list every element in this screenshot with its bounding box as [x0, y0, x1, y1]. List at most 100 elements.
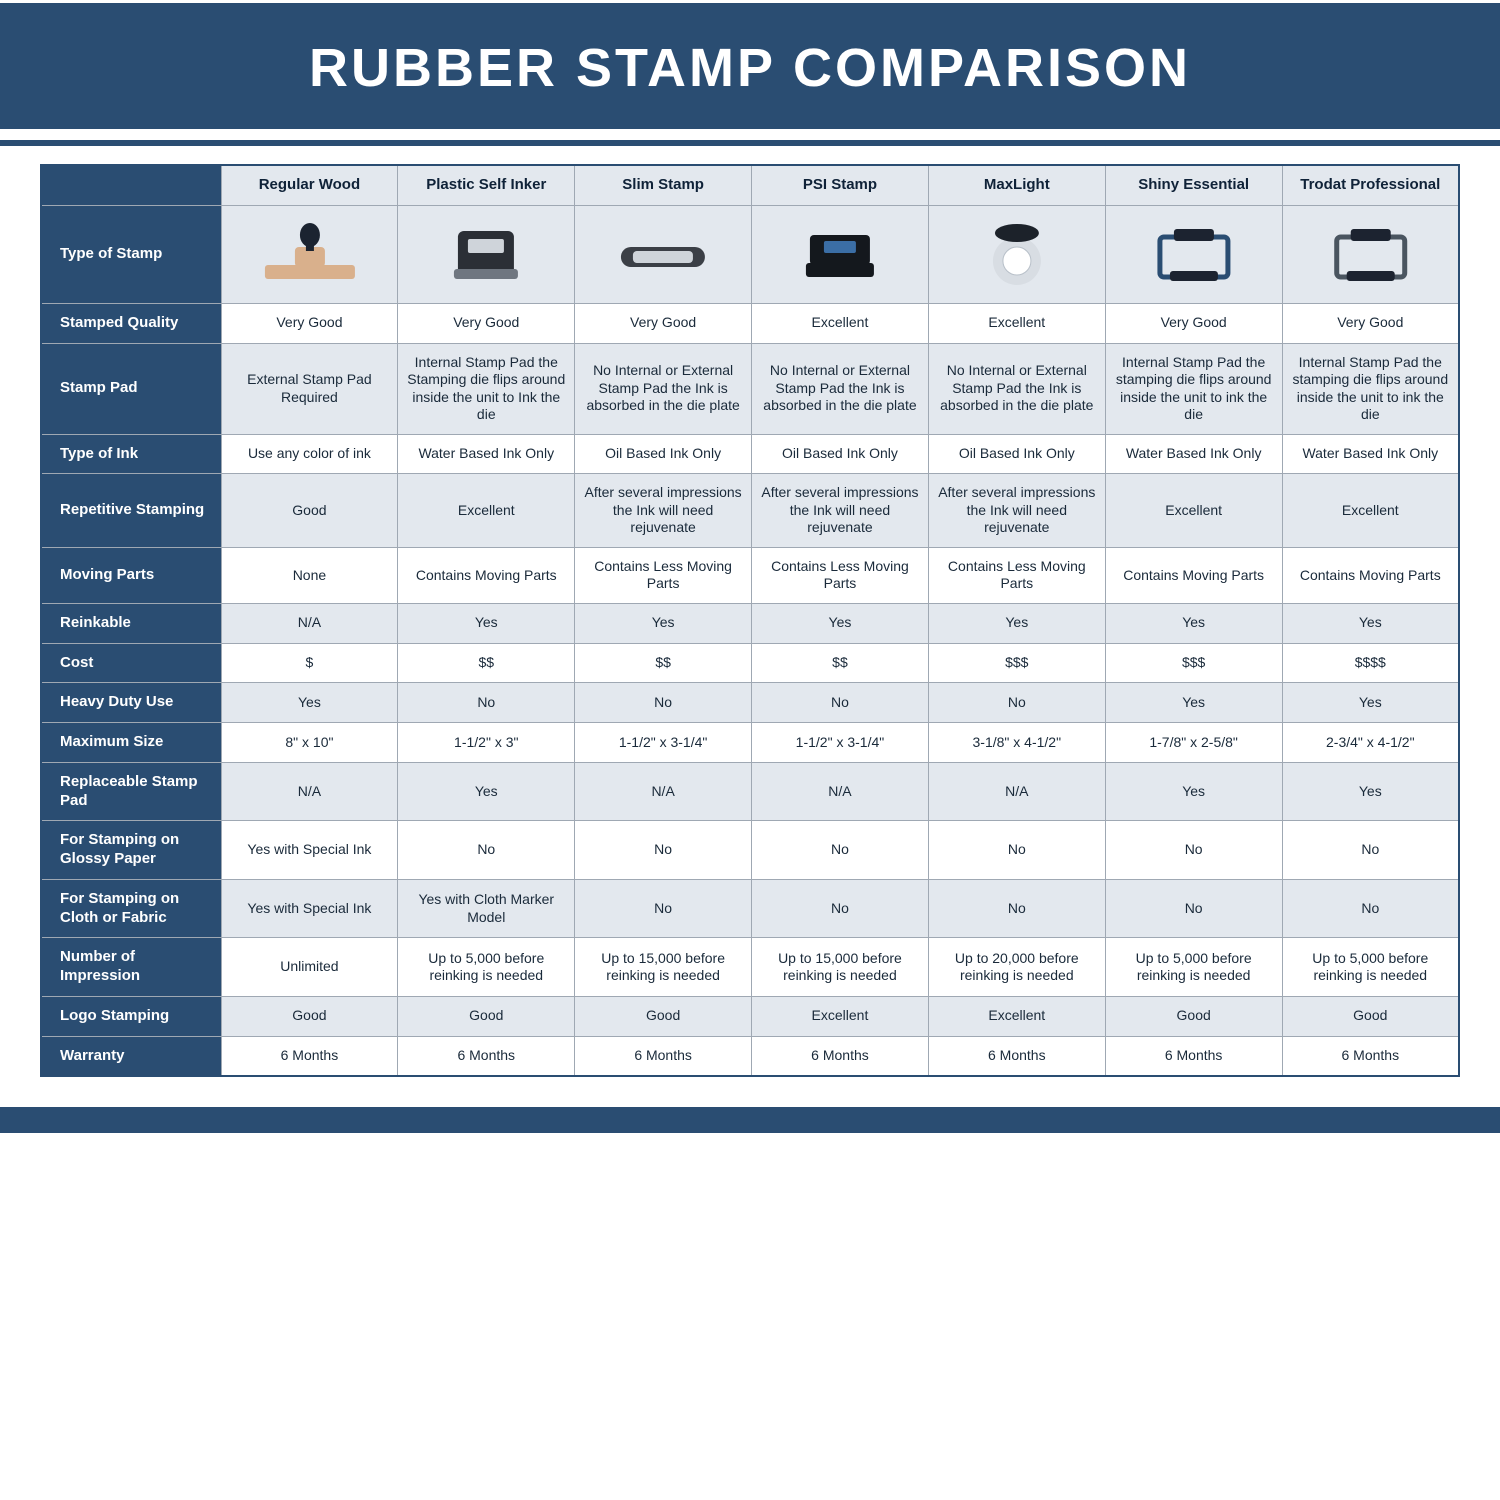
cell: Yes: [1282, 683, 1459, 723]
cell: Yes: [1282, 603, 1459, 643]
table-row: Number of ImpressionUnlimited Up to 5,000…: [41, 938, 1459, 997]
cell: Oil Based Ink Only: [928, 434, 1105, 474]
cell: No: [1105, 821, 1282, 880]
table-row: Stamped QualityVery GoodVery GoodVery Go…: [41, 303, 1459, 343]
cell: $$: [752, 643, 929, 683]
cell: 6 Months: [398, 1036, 575, 1076]
rowhead-moving_parts: Moving Parts: [41, 547, 221, 603]
cell: 1-7/8" x 2-5/8": [1105, 723, 1282, 763]
cell: Good: [1105, 996, 1282, 1036]
table-row: ReinkableN/AYesYesYesYesYesYes: [41, 603, 1459, 643]
stamp-image-cell: [221, 205, 398, 303]
cell: N/A: [928, 762, 1105, 821]
psi_stamp-stamp-icon: [756, 217, 924, 287]
cell: $: [221, 643, 398, 683]
cell: $$$: [928, 643, 1105, 683]
comparison-table: Regular Wood Plastic Self Inker Slim Sta…: [40, 164, 1460, 1077]
cell: No: [1282, 821, 1459, 880]
cell: 1-1/2" x 3-1/4": [752, 723, 929, 763]
cell: Good: [221, 474, 398, 548]
cell: Very Good: [221, 303, 398, 343]
cell: Yes with Special Ink: [221, 879, 398, 938]
cell: Excellent: [1105, 474, 1282, 548]
cell: No: [928, 683, 1105, 723]
table-row: Replaceable Stamp PadN/AYesN/AN/AN/AYesY…: [41, 762, 1459, 821]
cell: None: [221, 547, 398, 603]
cell: $$$: [1105, 643, 1282, 683]
cell: N/A: [575, 762, 752, 821]
cell: $$: [575, 643, 752, 683]
page-title: RUBBER STAMP COMPARISON: [0, 0, 1500, 132]
cell: 6 Months: [928, 1036, 1105, 1076]
cell: No: [752, 821, 929, 880]
cell: Very Good: [1282, 303, 1459, 343]
rowhead-reinkable: Reinkable: [41, 603, 221, 643]
table-head: Regular Wood Plastic Self Inker Slim Sta…: [41, 165, 1459, 205]
cell: Excellent: [928, 303, 1105, 343]
cell: Internal Stamp Pad the stamping die flip…: [1105, 343, 1282, 434]
table-row: Maximum Size8" x 10"1-1/2" x 3"1-1/2" x …: [41, 723, 1459, 763]
cell: Very Good: [575, 303, 752, 343]
cell: 6 Months: [1282, 1036, 1459, 1076]
slim_stamp-stamp-icon: [579, 217, 747, 287]
cell: Yes: [1105, 683, 1282, 723]
cell: Yes: [928, 603, 1105, 643]
table-row: Logo StampingGoodGoodGoodExcellentExcell…: [41, 996, 1459, 1036]
cell: No Internal or External Stamp Pad the In…: [752, 343, 929, 434]
col-header: MaxLight: [928, 165, 1105, 205]
table-row-images: Type of Stamp: [41, 205, 1459, 303]
col-header: Plastic Self Inker: [398, 165, 575, 205]
rowhead-num_impression: Number of Impression: [41, 938, 221, 997]
cell: 1-1/2" x 3-1/4": [575, 723, 752, 763]
table-body: Type of Stamp: [41, 205, 1459, 1076]
cell: Contains Less Moving Parts: [752, 547, 929, 603]
cell: N/A: [221, 603, 398, 643]
rowhead-repetitive_stamping: Repetitive Stamping: [41, 474, 221, 548]
cell: Up to 5,000 before reinking is needed: [1282, 938, 1459, 997]
cell: No Internal or External Stamp Pad the In…: [928, 343, 1105, 434]
cell: $$$$: [1282, 643, 1459, 683]
cell: Yes: [221, 683, 398, 723]
cell: Yes with Special Ink: [221, 821, 398, 880]
cell: Yes: [1282, 762, 1459, 821]
table-row: Repetitive StampingGoodExcellentAfter se…: [41, 474, 1459, 548]
table-row: Cost$$$$$$$$$$$$$$$$$: [41, 643, 1459, 683]
cell: Up to 15,000 before reinking is needed: [752, 938, 929, 997]
rowhead-type_of_ink: Type of Ink: [41, 434, 221, 474]
col-header: Slim Stamp: [575, 165, 752, 205]
cell: No: [575, 683, 752, 723]
cell: No: [752, 683, 929, 723]
col-header: PSI Stamp: [752, 165, 929, 205]
cell: Very Good: [1105, 303, 1282, 343]
cell: Unlimited: [221, 938, 398, 997]
rowhead-replaceable_stamp_pad: Replaceable Stamp Pad: [41, 762, 221, 821]
rowhead-spacer: Type of Stamp: [41, 205, 221, 303]
shiny_essential-stamp-icon: [1110, 217, 1278, 287]
rowhead-stamped_quality: Stamped Quality: [41, 303, 221, 343]
stamp-image-cell: [1282, 205, 1459, 303]
cell: 8" x 10": [221, 723, 398, 763]
cell: No: [575, 821, 752, 880]
cell: After several impressions the Ink will n…: [928, 474, 1105, 548]
stamp-image-cell: [575, 205, 752, 303]
cell: Up to 15,000 before reinking is needed: [575, 938, 752, 997]
cell: Yes: [398, 603, 575, 643]
cell: N/A: [752, 762, 929, 821]
regular_wood-stamp-icon: [226, 217, 394, 287]
cell: Yes: [1105, 762, 1282, 821]
cell: Yes: [1105, 603, 1282, 643]
trodat_professional-stamp-icon: [1287, 217, 1454, 287]
cell: Excellent: [398, 474, 575, 548]
cell: No: [752, 879, 929, 938]
stamp-image-cell: [752, 205, 929, 303]
cell: Yes: [752, 603, 929, 643]
cell: No: [928, 879, 1105, 938]
rowhead-logo_stamping: Logo Stamping: [41, 996, 221, 1036]
cell: Oil Based Ink Only: [752, 434, 929, 474]
cell: Internal Stamp Pad the stamping die flip…: [1282, 343, 1459, 434]
col-header: Shiny Essential: [1105, 165, 1282, 205]
cell: $$: [398, 643, 575, 683]
rowhead-cost: Cost: [41, 643, 221, 683]
cell: Good: [1282, 996, 1459, 1036]
cell: Internal Stamp Pad the Stamping die flip…: [398, 343, 575, 434]
